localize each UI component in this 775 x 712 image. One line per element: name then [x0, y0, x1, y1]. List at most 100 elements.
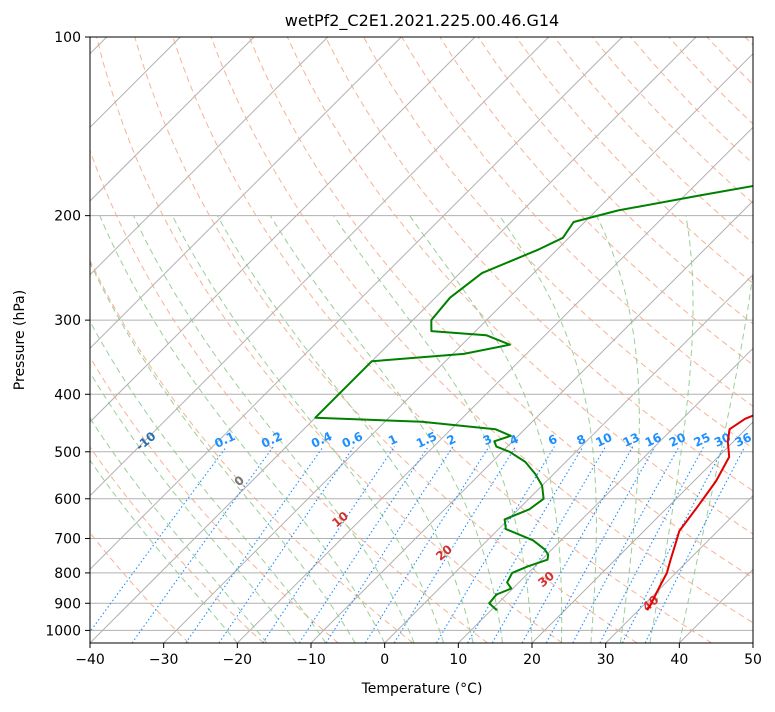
- dry-adiabat-label: 20: [433, 542, 455, 563]
- y-tick-label: 300: [54, 313, 81, 329]
- mixing-ratio-label: 2: [445, 432, 458, 448]
- x-tick-label: 40: [670, 652, 688, 668]
- x-tick-label: −10: [296, 652, 326, 668]
- isotherm-line: [237, 37, 775, 643]
- moist-adiabat-line: [679, 216, 759, 643]
- moist-adiabat-line: [0, 216, 267, 643]
- moist-adiabat-line: [134, 216, 415, 643]
- chart-title: wetPf2_C2E1.2021.225.00.46.G14: [285, 11, 559, 31]
- isotherm-grid: [0, 37, 775, 643]
- dry-adiabat-label: 30: [535, 569, 557, 590]
- mixing-ratio-label: 10: [593, 430, 614, 450]
- dry-adiabats: [0, 37, 775, 643]
- moist-adiabat-line: [0, 216, 237, 643]
- mixing-ratio-label: 0.1: [212, 429, 237, 451]
- dry-adiabat-label: -30: [0, 369, 6, 394]
- y-axis-ticks: 100 200 300 400 500 600 700 800 900 1000: [45, 30, 90, 639]
- dewpoint-trace: [315, 37, 775, 610]
- dry-adiabat-line: [0, 37, 338, 643]
- dry-adiabat-label: -20: [57, 404, 83, 429]
- x-tick-label: −40: [75, 652, 105, 668]
- isobar-grid: [90, 37, 753, 630]
- mixing-ratio-line: [573, 447, 679, 643]
- mixing-ratio-line: [645, 447, 745, 643]
- isotherm-line: [0, 37, 401, 643]
- isotherm-line: [753, 37, 775, 643]
- adiabat-labels: 0.10.20.40.611.52346810131620253036-100-…: [0, 65, 754, 614]
- dry-adiabat-line: [669, 37, 775, 643]
- dry-adiabat-label: -10: [133, 429, 159, 454]
- isotherm-line: [90, 37, 696, 643]
- dry-adiabat-line: [554, 37, 775, 643]
- mixing-ratio-line: [546, 447, 655, 643]
- mixing-ratio-line: [186, 447, 323, 643]
- mixing-ratio-lines: [82, 447, 745, 643]
- dry-adiabat-line: [516, 37, 775, 643]
- mixing-ratio-label: 0.2: [259, 429, 284, 451]
- mixing-ratio-label: 8: [574, 432, 587, 448]
- x-axis-label: Temperature (°C): [361, 681, 483, 697]
- mixing-ratio-label: 0.6: [340, 429, 365, 451]
- x-tick-label: 20: [523, 652, 541, 668]
- y-tick-label: 400: [54, 387, 81, 403]
- plot-area: 0.10.20.40.611.52346810131620253036-100-…: [0, 37, 775, 643]
- mixing-ratio-line: [263, 447, 395, 643]
- isotherm-line: [679, 37, 775, 643]
- plot-frame: [90, 37, 753, 643]
- y-tick-label: 500: [54, 445, 81, 461]
- isotherm-line: [164, 37, 770, 643]
- x-tick-label: −20: [223, 652, 253, 668]
- dry-adiabat-line: [0, 37, 263, 643]
- mixing-ratio-label: 1: [386, 432, 399, 448]
- y-tick-label: 1000: [45, 623, 81, 639]
- dry-adiabat-line: [478, 37, 775, 643]
- y-tick-label: 200: [54, 209, 81, 225]
- isotherm-line: [458, 37, 775, 643]
- dry-adiabat-line: [211, 37, 775, 643]
- isotherm-line: [311, 37, 775, 643]
- moist-adiabat-line: [42, 216, 325, 643]
- moist-adiabats: [0, 216, 759, 643]
- mixing-ratio-line: [365, 447, 489, 643]
- y-tick-label: 700: [54, 532, 81, 548]
- dry-adiabat-line: [135, 37, 637, 643]
- dry-adiabat-line: [745, 37, 775, 643]
- dry-adiabat-line: [440, 37, 775, 643]
- isotherm-line: [0, 37, 328, 643]
- mixing-ratio-label: 3: [481, 432, 494, 448]
- mixing-ratio-label: 25: [691, 430, 712, 450]
- x-tick-label: 0: [380, 652, 389, 668]
- mixing-ratio-label: 1.5: [414, 429, 439, 451]
- moist-adiabat-line: [172, 216, 443, 643]
- y-tick-label: 600: [54, 492, 81, 508]
- x-tick-label: −30: [149, 652, 179, 668]
- y-tick-label: 100: [54, 30, 81, 46]
- temperature-trace: [647, 37, 775, 610]
- mixing-ratio-label: 36: [733, 430, 754, 450]
- mixing-ratio-line: [394, 447, 516, 643]
- mixing-ratio-line: [82, 447, 227, 643]
- isotherm-line: [0, 37, 254, 643]
- mixing-ratio-label: 6: [546, 432, 559, 448]
- mixing-ratio-line: [468, 447, 583, 643]
- x-tick-label: 30: [597, 652, 615, 668]
- mixing-ratio-label: 16: [643, 430, 664, 450]
- isotherm-line: [16, 37, 622, 643]
- isotherm-line: [532, 37, 775, 643]
- mixing-ratio-label: 20: [667, 430, 688, 450]
- mixing-ratio-label: 13: [621, 430, 642, 450]
- dry-adiabat-line: [0, 37, 189, 643]
- moist-adiabat-line: [70, 216, 356, 643]
- y-tick-label: 900: [54, 596, 81, 612]
- moist-adiabat-line: [100, 216, 385, 643]
- dry-adiabat-line: [593, 37, 775, 643]
- x-tick-label: 50: [744, 652, 762, 668]
- mixing-ratio-line: [600, 447, 704, 643]
- y-axis-label: Pressure (hPa): [12, 290, 28, 390]
- x-tick-label: 10: [449, 652, 467, 668]
- dry-adiabat-line: [59, 37, 488, 643]
- x-axis-ticks: −40 −30 −20 −10 0 10 20 30 40 50: [75, 643, 762, 668]
- y-tick-label: 800: [54, 566, 81, 582]
